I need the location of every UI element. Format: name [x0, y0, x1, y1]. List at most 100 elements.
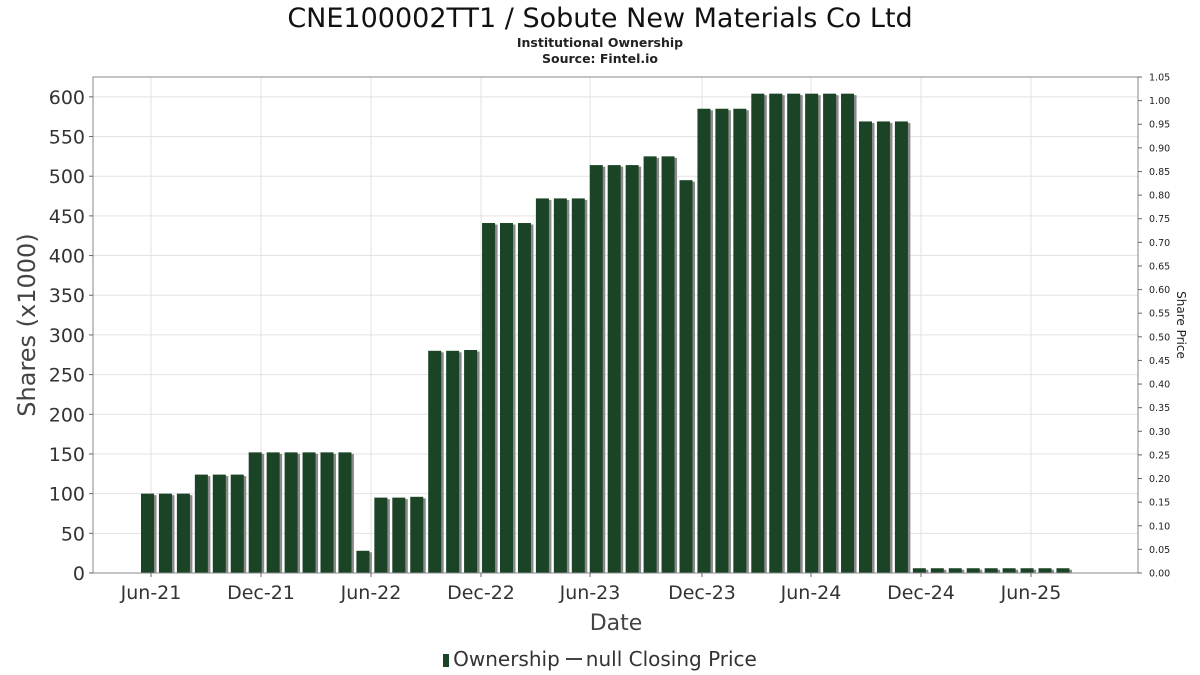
y2-tick-label: 0.05	[1149, 545, 1170, 556]
ownership-bar	[141, 493, 154, 573]
ownership-bar	[446, 350, 460, 573]
ownership-bar	[302, 452, 316, 573]
y-tick-label: 400	[49, 246, 85, 268]
ownership-bar	[805, 93, 819, 574]
x-tick-label: Jun-22	[340, 582, 402, 604]
ownership-bar	[697, 108, 711, 573]
ownership-bar	[751, 93, 765, 574]
x-tick-label: Jun-24	[780, 582, 842, 604]
y-tick-label: 550	[49, 127, 85, 149]
y-tick-label: 100	[49, 484, 85, 506]
x-tick-label: Jun-25	[1000, 582, 1062, 604]
plot-frame	[92, 76, 1139, 574]
ownership-bar	[859, 121, 872, 574]
ownership-bar	[715, 108, 729, 573]
y2-tick-label: 0.60	[1149, 285, 1170, 296]
ownership-bar	[284, 452, 298, 573]
ownership-bar	[428, 350, 442, 573]
ownership-bar	[212, 474, 226, 573]
ownership-bar	[643, 156, 657, 574]
y2-tick-label: 0.15	[1149, 498, 1170, 509]
y2-tick-label: 1.00	[1149, 96, 1170, 107]
ownership-bar	[517, 223, 531, 573]
y-tick-label: 600	[49, 87, 85, 109]
x-tick-label: Dec-22	[447, 582, 515, 604]
ownership-bar	[948, 568, 962, 573]
y2-axis-label: Share Price	[1174, 291, 1188, 359]
y-tick-label: 300	[49, 325, 85, 347]
ownership-bar	[1002, 568, 1016, 573]
ownership-bar	[607, 165, 621, 573]
ownership-bar	[1056, 568, 1070, 573]
price-legend-label: null Closing Price	[585, 647, 757, 671]
y2-tick-label: 0.45	[1149, 356, 1170, 367]
ownership-bar	[841, 93, 855, 574]
ownership-bar	[176, 493, 190, 573]
x-axis-label: Date	[590, 611, 643, 636]
x-tick-label: Dec-24	[887, 582, 955, 604]
x-tick-label: Dec-21	[227, 582, 295, 604]
ownership-bar	[248, 452, 262, 573]
y2-tick-label: 1.05	[1149, 73, 1170, 84]
y-tick-label: 350	[49, 285, 85, 307]
y2-tick-label: 0.50	[1149, 332, 1170, 343]
ownership-bar	[912, 568, 926, 573]
ownership-bar	[194, 474, 208, 573]
y2-tick-label: 0.80	[1149, 191, 1170, 202]
y2-tick-label: 0.95	[1149, 120, 1170, 131]
ownership-bar	[1038, 568, 1052, 573]
y-tick-label: 50	[61, 523, 85, 545]
chart-source: Source: Fintel.io	[542, 51, 658, 66]
y-tick-label: 500	[49, 166, 85, 188]
ownership-legend-swatch	[443, 654, 450, 667]
y2-tick-label: 0.70	[1149, 238, 1170, 249]
ownership-bar	[894, 121, 908, 574]
y-tick-label: 250	[49, 365, 85, 387]
ownership-bar	[589, 165, 603, 573]
y2-tick-label: 0.10	[1149, 521, 1170, 532]
y2-tick-label: 0.90	[1149, 143, 1170, 154]
ownership-bar	[553, 198, 567, 573]
ownership-bar	[787, 93, 801, 574]
x-tick-label: Jun-21	[120, 582, 182, 604]
ownership-bar	[374, 497, 388, 573]
y2-tick-label: 0.40	[1149, 380, 1170, 391]
ownership-bar	[625, 165, 639, 573]
ownership-bar	[876, 121, 890, 574]
ownership-legend-label: Ownership	[453, 647, 560, 671]
y2-tick-label: 0.85	[1149, 167, 1170, 178]
y-tick-label: 150	[49, 444, 85, 466]
ownership-bar	[158, 493, 172, 573]
y2-tick-label: 0.35	[1149, 403, 1170, 414]
ownership-bar	[392, 497, 406, 573]
ownership-bar	[571, 198, 585, 573]
x-tick-label: Jun-23	[559, 582, 621, 604]
y2-tick-label: 0.25	[1149, 450, 1170, 461]
y2-tick-label: 0.30	[1149, 427, 1170, 438]
ownership-bar	[679, 180, 693, 573]
chart-title: CNE100002TT1 / Sobute New Materials Co L…	[287, 3, 913, 34]
ownership-bar	[356, 550, 370, 573]
ownership-bar	[410, 496, 424, 573]
ownership-bar	[464, 349, 478, 573]
price-legend-swatch	[565, 658, 582, 660]
ownership-bar	[1020, 568, 1034, 573]
ownership-bar	[984, 568, 998, 573]
ownership-bar	[338, 452, 352, 573]
ownership-bar	[266, 452, 280, 573]
chart-legend: Ownership null Closing Price	[0, 647, 1200, 671]
ownership-bar	[930, 568, 944, 573]
x-tick-label: Dec-23	[668, 582, 736, 604]
ownership-bar	[733, 108, 747, 573]
y-axis-label: Shares (x1000)	[13, 233, 41, 416]
ownership-bar	[230, 474, 244, 573]
ownership-bar	[535, 198, 549, 573]
y2-tick-label: 0.00	[1149, 569, 1170, 580]
y2-tick-label: 0.55	[1149, 309, 1170, 320]
y-tick-label: 450	[49, 206, 85, 228]
y2-tick-label: 0.75	[1149, 214, 1170, 225]
ownership-bar	[966, 568, 980, 573]
ownership-bar	[661, 156, 675, 574]
ownership-bar	[500, 223, 513, 573]
